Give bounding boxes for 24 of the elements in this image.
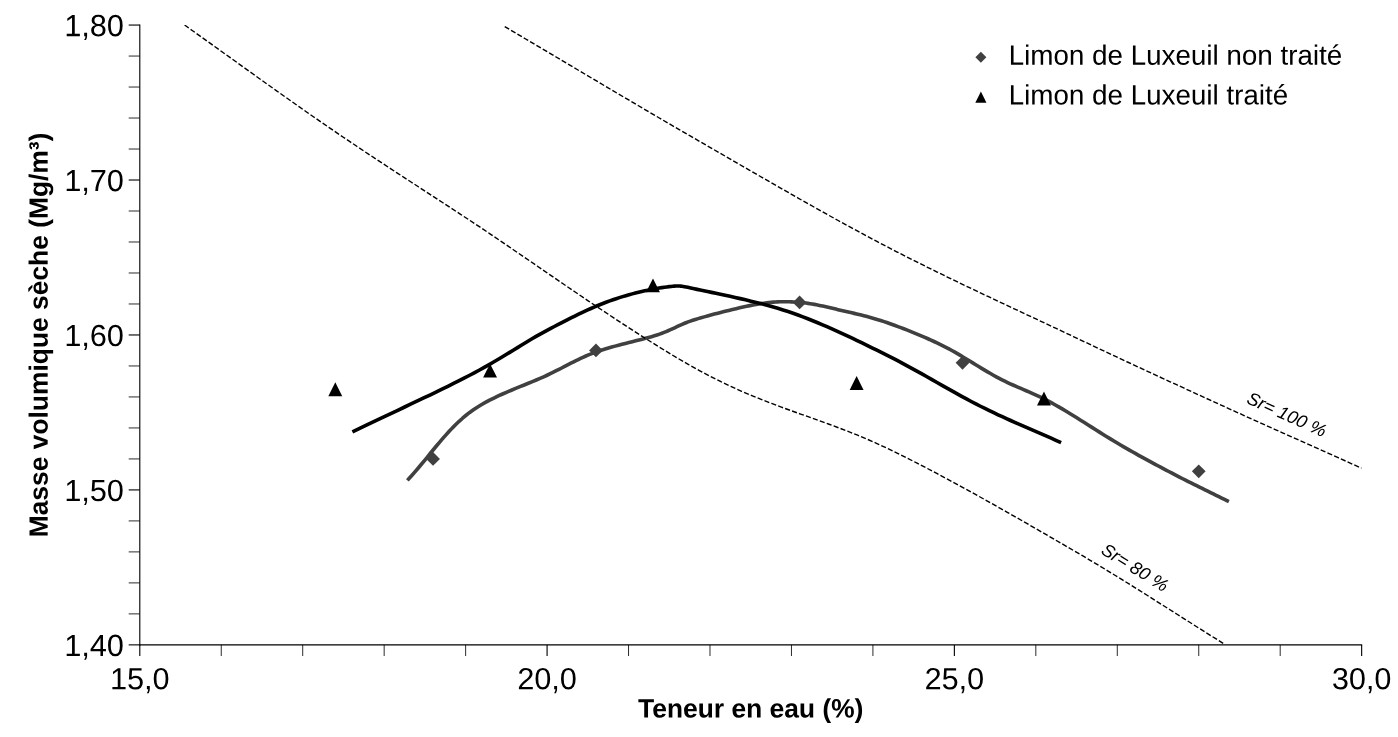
legend-label: Limon de Luxeuil traité — [1010, 83, 1287, 105]
annotation: Sr= 100 % — [1246, 391, 1328, 438]
x-axis-title: Teneur en eau (%) — [638, 698, 863, 723]
y-tick-label: 1,40 — [66, 634, 123, 660]
x-tick-label: 30,0 — [1333, 667, 1391, 694]
y-tick-label: 1,70 — [66, 169, 123, 195]
y-axis-title: Masse volumique sèche (Mg/m³) — [28, 133, 54, 536]
y-tick-label: 1,50 — [66, 479, 123, 505]
y-tick-label: 1,60 — [66, 324, 123, 350]
point — [792, 295, 807, 310]
x-tick-label: 20,0 — [518, 667, 576, 694]
point — [328, 382, 343, 397]
y-tick-label: 1,80 — [66, 14, 123, 41]
point — [483, 363, 498, 378]
point — [849, 376, 864, 390]
point — [955, 355, 970, 370]
point — [646, 278, 660, 293]
point — [1191, 464, 1206, 479]
annotation: Sr= 80 % — [1100, 542, 1170, 593]
x-tick-label: 15,0 — [112, 667, 169, 694]
x-tick-label: 25,0 — [926, 667, 983, 694]
point — [1037, 391, 1051, 406]
legend-label: Limon de Luxeuil non traité — [1010, 44, 1341, 65]
point — [589, 343, 603, 358]
